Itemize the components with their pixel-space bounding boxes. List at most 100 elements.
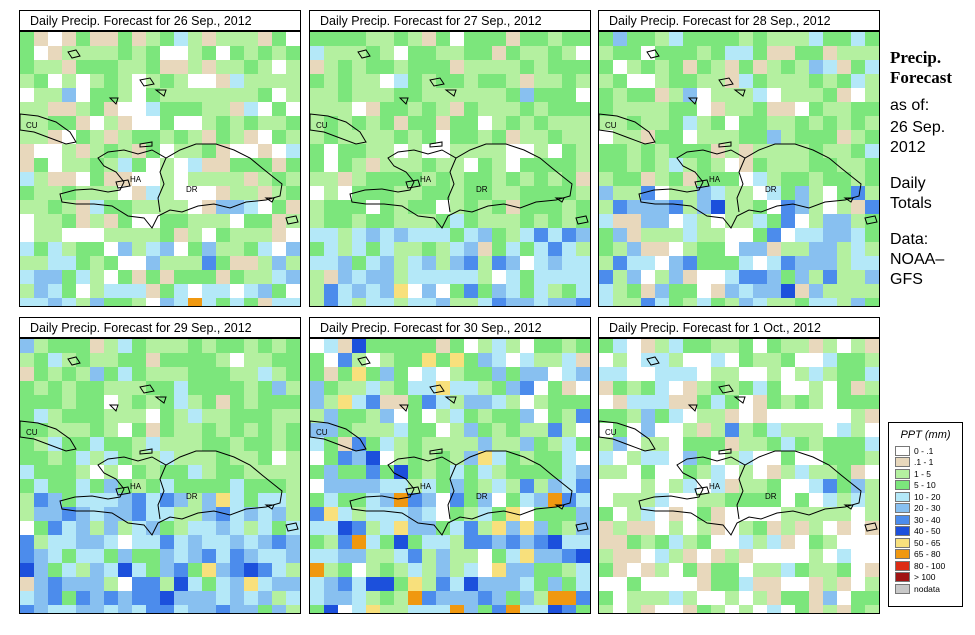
grid-cell (795, 172, 809, 186)
grid-cell (781, 563, 795, 577)
grid-cell (753, 102, 767, 116)
grid-cell (310, 172, 324, 186)
grid-cell (272, 242, 286, 256)
grid-cell (310, 353, 324, 367)
grid-cell (655, 367, 669, 381)
grid-cell (739, 74, 753, 88)
grid-cell (641, 409, 655, 423)
grid-cell (669, 423, 683, 437)
grid-cell (216, 605, 230, 613)
grid-cell (272, 339, 286, 353)
grid-cell (809, 437, 823, 451)
grid-cell (20, 339, 34, 353)
grid-cell (34, 437, 48, 451)
grid-cell (272, 200, 286, 214)
precip-map: CU HA DR (309, 31, 591, 307)
grid-cell (865, 200, 879, 214)
grid-cell (188, 172, 202, 186)
grid-cell (76, 381, 90, 395)
grid-cell (711, 284, 725, 298)
grid-cell (146, 256, 160, 270)
grid-cell (324, 577, 338, 591)
grid-cell (366, 535, 380, 549)
grid-cell (352, 367, 366, 381)
grid-cell (641, 395, 655, 409)
grid-cell (823, 242, 837, 256)
grid-cell (534, 353, 548, 367)
grid-cell (286, 102, 300, 116)
grid-cell (34, 116, 48, 130)
grid-cell (627, 479, 641, 493)
grid-cell (366, 549, 380, 563)
grid-cell (258, 395, 272, 409)
grid-cell (174, 144, 188, 158)
grid-cell (216, 423, 230, 437)
grid-cell (324, 451, 338, 465)
grid-cell (104, 186, 118, 200)
grid-cell (520, 507, 534, 521)
grid-cell (230, 32, 244, 46)
grid-cell (865, 493, 879, 507)
grid-cell (851, 32, 865, 46)
grid-cell (230, 284, 244, 298)
grid-cell (132, 242, 146, 256)
coastline (154, 396, 167, 404)
grid-cell (683, 186, 697, 200)
grid-cell (599, 409, 613, 423)
grid-cell (767, 284, 781, 298)
grid-cell (562, 409, 576, 423)
grid-cell (669, 493, 683, 507)
grid-cell (613, 46, 627, 60)
grid-cell (464, 577, 478, 591)
grid-cell (823, 479, 837, 493)
legend-swatch (895, 560, 910, 571)
grid-cell (506, 130, 520, 144)
forecast-panel-1-oct: Daily Precip. Forecast for 1 Oct., 2012 … (598, 317, 880, 614)
grid-cell (865, 605, 879, 613)
grid-cell (781, 32, 795, 46)
grid-cell (562, 353, 576, 367)
grid-cell (669, 367, 683, 381)
grid-cell (795, 60, 809, 74)
grid-cell (562, 186, 576, 200)
grid-cell (627, 172, 641, 186)
grid-cell (188, 60, 202, 74)
grid-cell (641, 367, 655, 381)
grid-cell (62, 549, 76, 563)
grid-cell (641, 521, 655, 535)
grid-cell (865, 186, 879, 200)
grid-cell (520, 563, 534, 577)
grid-cell (683, 88, 697, 102)
grid-cell (104, 88, 118, 102)
grid-cell (865, 228, 879, 242)
coastline (285, 522, 299, 532)
grid-cell (711, 395, 725, 409)
grid-cell (174, 214, 188, 228)
grid-cell (627, 605, 641, 613)
grid-cell (641, 381, 655, 395)
grid-cell (683, 577, 697, 591)
grid-cell (216, 521, 230, 535)
grid-cell (394, 158, 408, 172)
grid-cell (534, 465, 548, 479)
grid-cell (230, 256, 244, 270)
grid-cell (739, 591, 753, 605)
grid-cell (352, 88, 366, 102)
grid-cell (739, 577, 753, 591)
grid-cell (20, 242, 34, 256)
grid-cell (202, 381, 216, 395)
grid-cell (506, 270, 520, 284)
grid-cell (286, 493, 300, 507)
grid-cell (62, 242, 76, 256)
legend-item: 20 - 30 (895, 503, 962, 515)
grid-cell (216, 339, 230, 353)
grid-cell (655, 395, 669, 409)
grid-cell (352, 32, 366, 46)
grid-cell (380, 214, 394, 228)
grid-cell (90, 242, 104, 256)
grid-cell (492, 437, 506, 451)
grid-cell (613, 186, 627, 200)
grid-cell (641, 242, 655, 256)
grid-cell (711, 116, 725, 130)
grid-cell (62, 186, 76, 200)
